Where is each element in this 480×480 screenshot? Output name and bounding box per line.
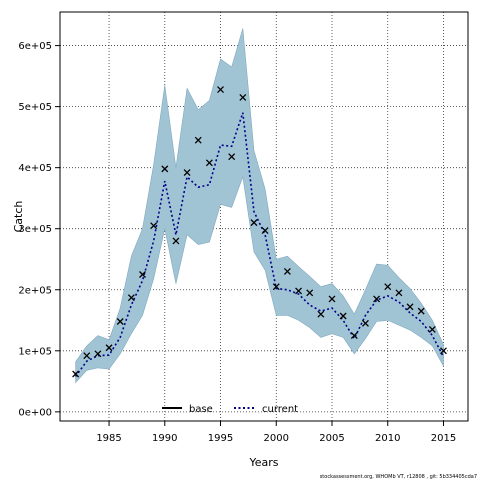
confidence-band	[75, 28, 444, 384]
y-axis-title: Catch	[12, 201, 25, 233]
x-tick-label-2005: 2005	[319, 433, 344, 444]
observed-point-2000	[272, 283, 280, 291]
x-tick-label-1985: 1985	[96, 433, 121, 444]
observed-point-2005	[328, 295, 336, 303]
observed-point-2007	[350, 332, 358, 339]
observed-point-1987	[127, 294, 135, 302]
observed-point-2012	[406, 303, 414, 311]
observed-point-1984	[94, 350, 102, 358]
observed-point-2015	[440, 347, 447, 355]
observed-point-1998	[250, 219, 258, 227]
x-tick-label-1995: 1995	[208, 433, 233, 444]
observed-point-1988	[139, 271, 146, 278]
observed-point-2001	[283, 267, 291, 275]
y-tick-label-5: 5e+05	[18, 102, 52, 113]
x-axis-title: Years	[248, 456, 278, 469]
observed-point-1985	[105, 344, 113, 352]
observed-point-2010	[384, 283, 392, 291]
x-tick-label-2010: 2010	[375, 433, 400, 444]
caption: stockassessment.org, WHOMb VT, r12808 , …	[320, 474, 477, 480]
x-tick-label-1990: 1990	[152, 433, 177, 444]
observed-point-2003	[306, 289, 314, 297]
y-tick-label-1: 1e+05	[18, 346, 52, 357]
observed-point-1995	[217, 86, 224, 93]
observed-point-1999	[261, 227, 269, 234]
observed-point-1990	[161, 165, 169, 173]
legend: base current	[162, 404, 298, 415]
band-area	[75, 28, 444, 384]
observed-point-1989	[150, 222, 158, 230]
observed-point-1997	[239, 94, 247, 101]
observed-point-1994	[205, 159, 213, 167]
observed-point-2008	[361, 319, 369, 327]
y-tick-label-4: 4e+05	[18, 163, 52, 174]
observed-markers	[72, 86, 447, 378]
legend-label-current: current	[262, 404, 298, 415]
observed-point-2004	[317, 310, 325, 318]
plot-frame	[59, 11, 469, 422]
y-tick-label-3: 3e+05	[18, 224, 52, 235]
observed-point-2009	[373, 295, 381, 303]
observed-point-1996	[228, 153, 236, 161]
observed-point-1993	[194, 136, 202, 144]
axis-ticks: 1985 1990 1995 2000 2005 2010 2015 0e+00 1e+05 2e…	[18, 41, 456, 444]
grid	[60, 12, 468, 421]
observed-point-2014	[428, 325, 436, 333]
observed-point-2002	[295, 287, 303, 295]
observed-point-2011	[395, 289, 403, 297]
legend-label-base: base	[189, 404, 213, 415]
y-tick-label-2: 2e+05	[18, 285, 52, 296]
x-tick-label-2000: 2000	[264, 433, 289, 444]
y-tick-label-6: 6e+05	[18, 41, 52, 52]
observed-point-1986	[116, 318, 124, 325]
series-lines	[74, 112, 445, 377]
observed-point-1992	[183, 169, 191, 177]
x-tick-label-2015: 2015	[431, 433, 456, 444]
observed-point-1982	[72, 370, 80, 378]
observed-point-1983	[83, 352, 91, 360]
y-tick-label-0: 0e+00	[18, 407, 52, 418]
observed-point-1991	[172, 237, 180, 245]
series-line-current	[74, 112, 445, 377]
observed-point-2006	[339, 312, 347, 320]
observed-point-2013	[417, 307, 425, 315]
